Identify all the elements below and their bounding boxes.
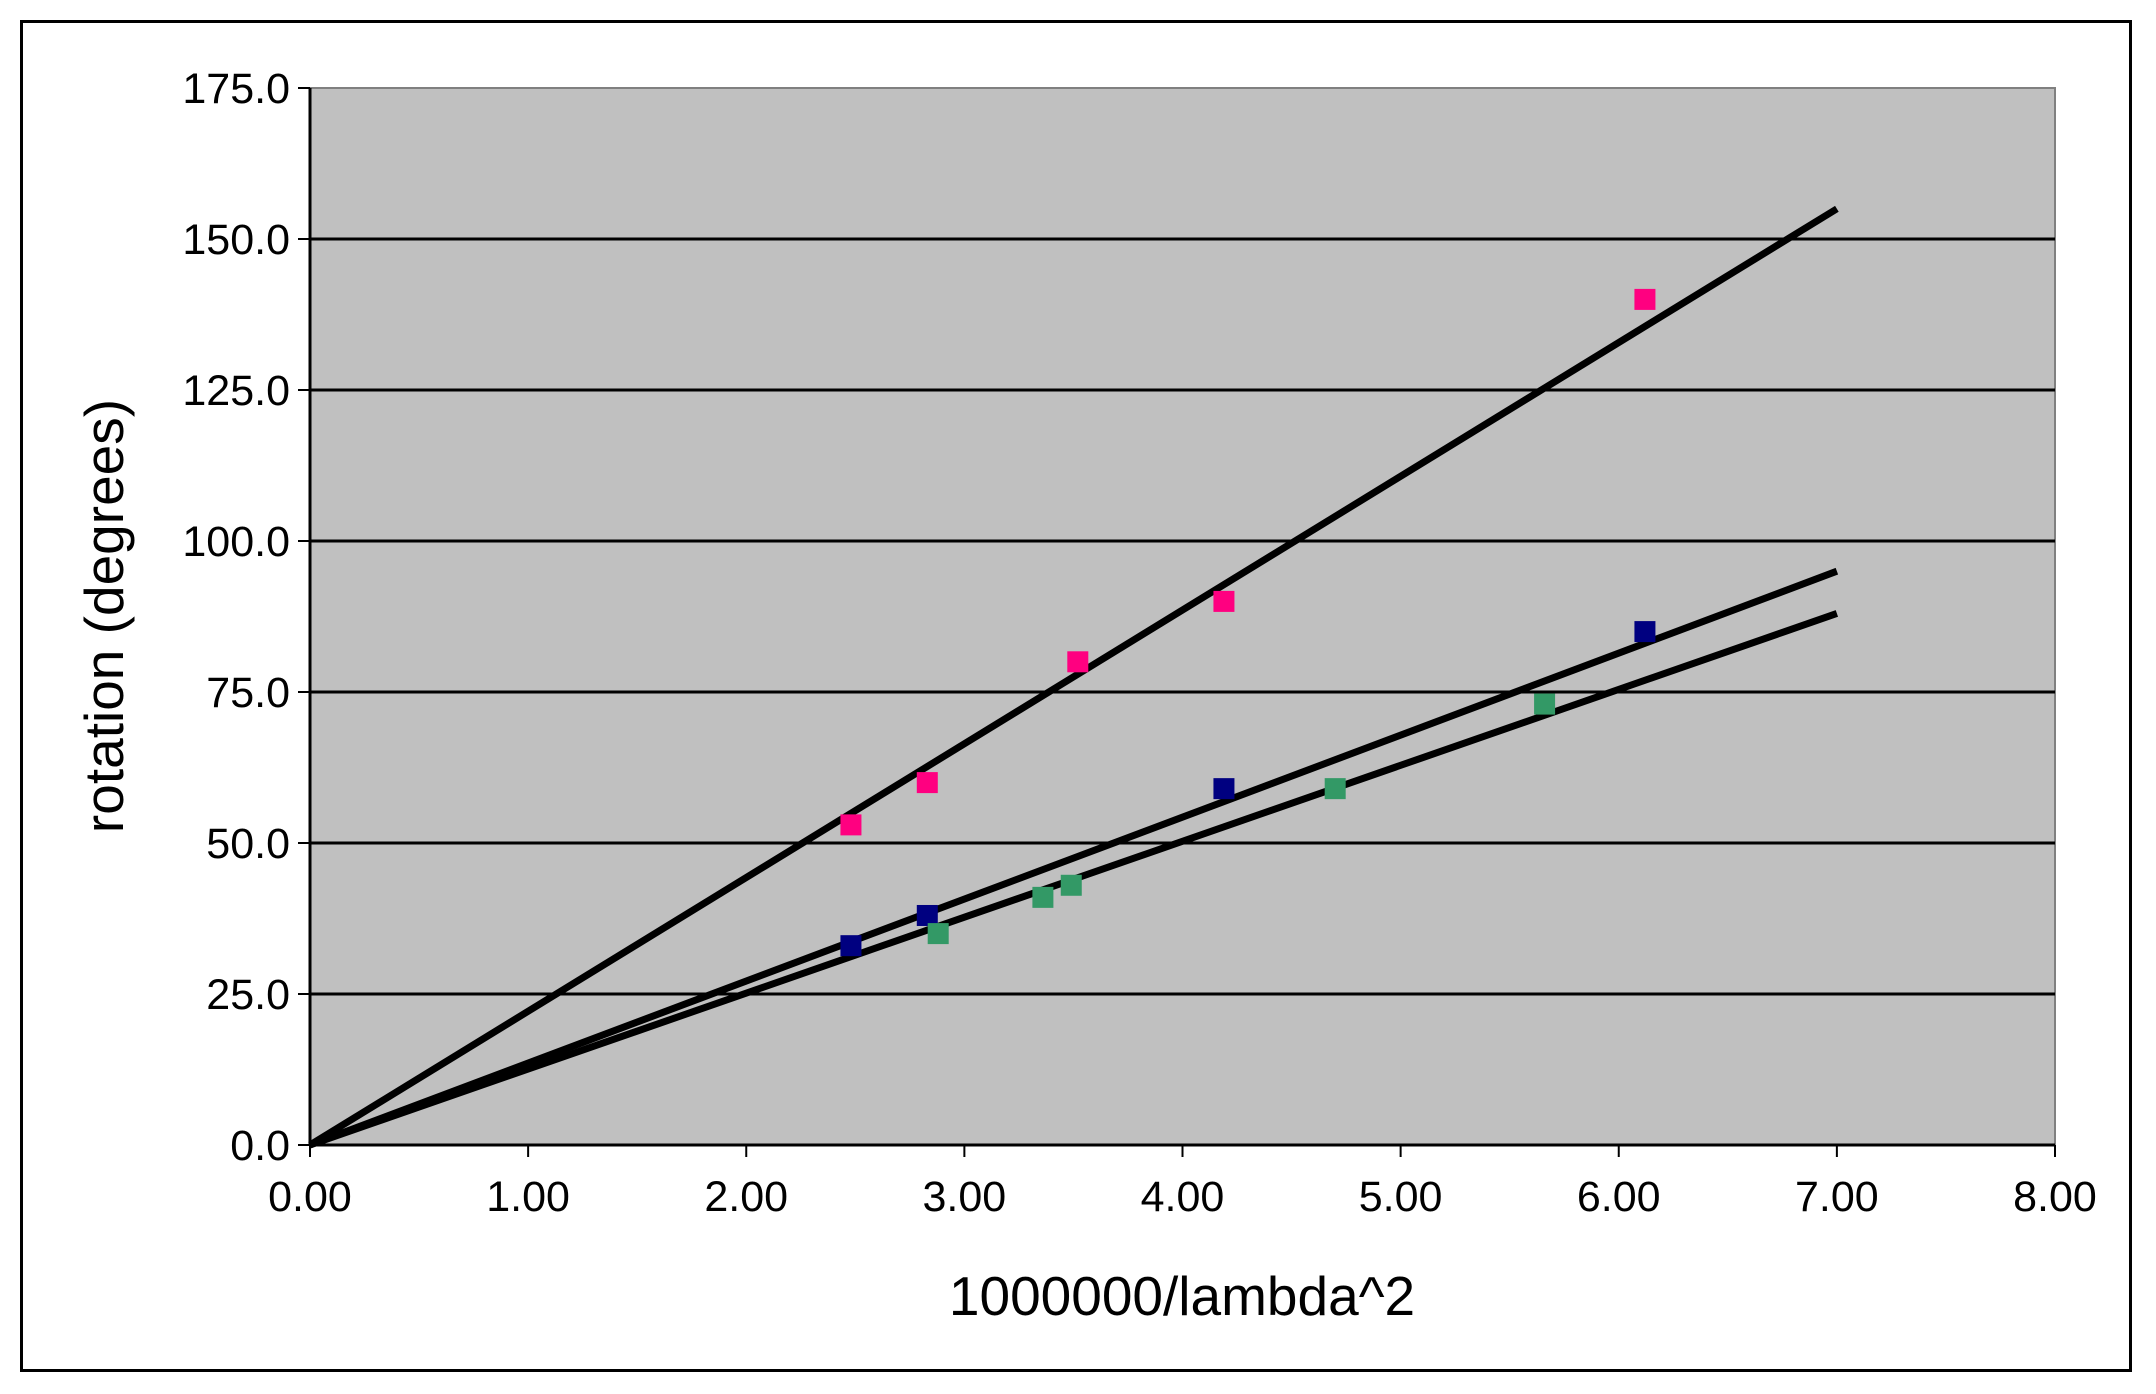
y-axis-title: rotation (degrees) <box>73 399 135 833</box>
data-point-series-2 <box>916 904 938 926</box>
data-point-series-1 <box>1213 590 1235 612</box>
y-tick-label: 75.0 <box>206 669 290 717</box>
trendline-series-2 <box>308 567 1839 1149</box>
x-tick-label: 5.00 <box>1359 1173 1443 1221</box>
y-tick-label: 0.0 <box>230 1122 290 1170</box>
axes <box>298 87 2056 1157</box>
data-point-series-3 <box>927 923 949 945</box>
y-tick-labels: 0.0 25.0 50.0 75.0 100.0 125.0 150.0 175.0 <box>182 65 290 1170</box>
x-tick-label: 2.00 <box>704 1173 788 1221</box>
y-tick-label: 25.0 <box>206 971 290 1019</box>
y-tick-label: 150.0 <box>182 216 290 264</box>
data-point-series-3 <box>1324 778 1346 800</box>
y-tick-label: 125.0 <box>182 367 290 415</box>
data-point-series-1 <box>1634 288 1656 310</box>
data-point-series-2 <box>1634 621 1656 643</box>
data-point-series-3 <box>1534 693 1556 715</box>
x-tick-labels: 0.00 1.00 2.00 3.00 4.00 5.00 6.00 7.00 8.00 <box>268 1173 2097 1221</box>
x-tick-label: 7.00 <box>1795 1173 1879 1221</box>
data-point-series-1 <box>1067 651 1089 673</box>
data-point-series-1 <box>916 772 938 794</box>
data-point-series-3 <box>1060 874 1082 896</box>
y-tick-label: 100.0 <box>182 518 290 566</box>
x-tick-label: 6.00 <box>1577 1173 1661 1221</box>
x-tick-label: 8.00 <box>2013 1173 2097 1221</box>
y-tick-label: 175.0 <box>182 65 290 113</box>
x-tick-label: 4.00 <box>1141 1173 1225 1221</box>
data-point-series-1 <box>840 814 862 836</box>
markers <box>840 288 1656 957</box>
x-tick-label: 0.00 <box>268 1173 352 1221</box>
y-tick-label: 50.0 <box>206 820 290 868</box>
x-tick-label: 1.00 <box>486 1173 570 1221</box>
data-point-series-3 <box>1032 886 1054 908</box>
data-point-series-2 <box>840 935 862 957</box>
data-point-series-2 <box>1213 778 1235 800</box>
x-tick-label: 3.00 <box>923 1173 1007 1221</box>
trendline-series-1 <box>308 205 1839 1148</box>
x-axis-title: 1000000/lambda^2 <box>949 1265 1415 1327</box>
